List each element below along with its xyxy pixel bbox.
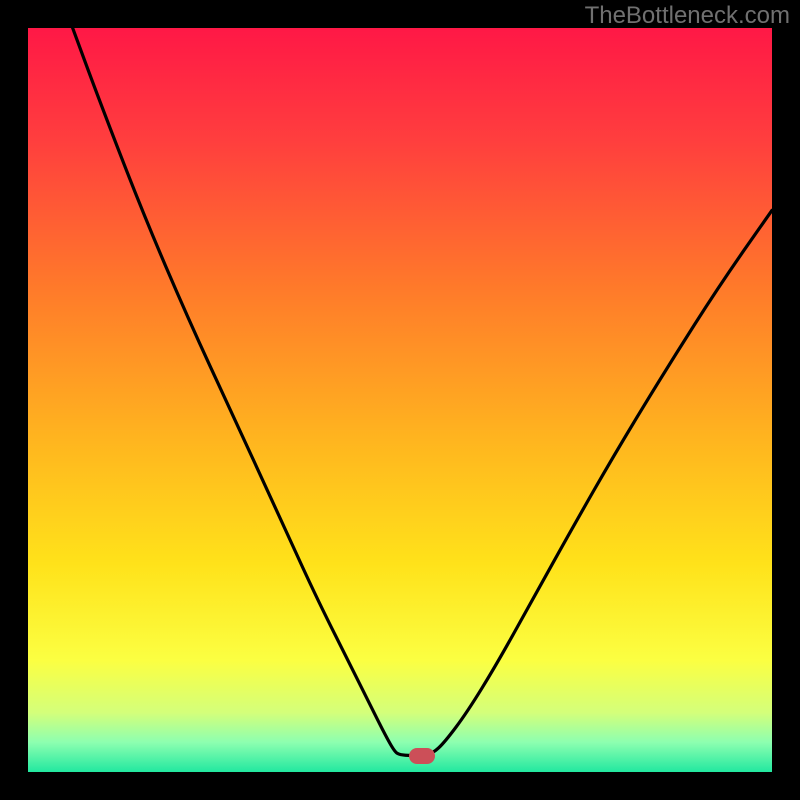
- curve-path: [73, 28, 772, 756]
- watermark-text: TheBottleneck.com: [585, 2, 790, 30]
- bottleneck-curve: [28, 28, 772, 772]
- plot-area: [28, 28, 772, 772]
- optimal-point-marker: [409, 748, 435, 764]
- chart-frame: TheBottleneck.com: [0, 0, 800, 800]
